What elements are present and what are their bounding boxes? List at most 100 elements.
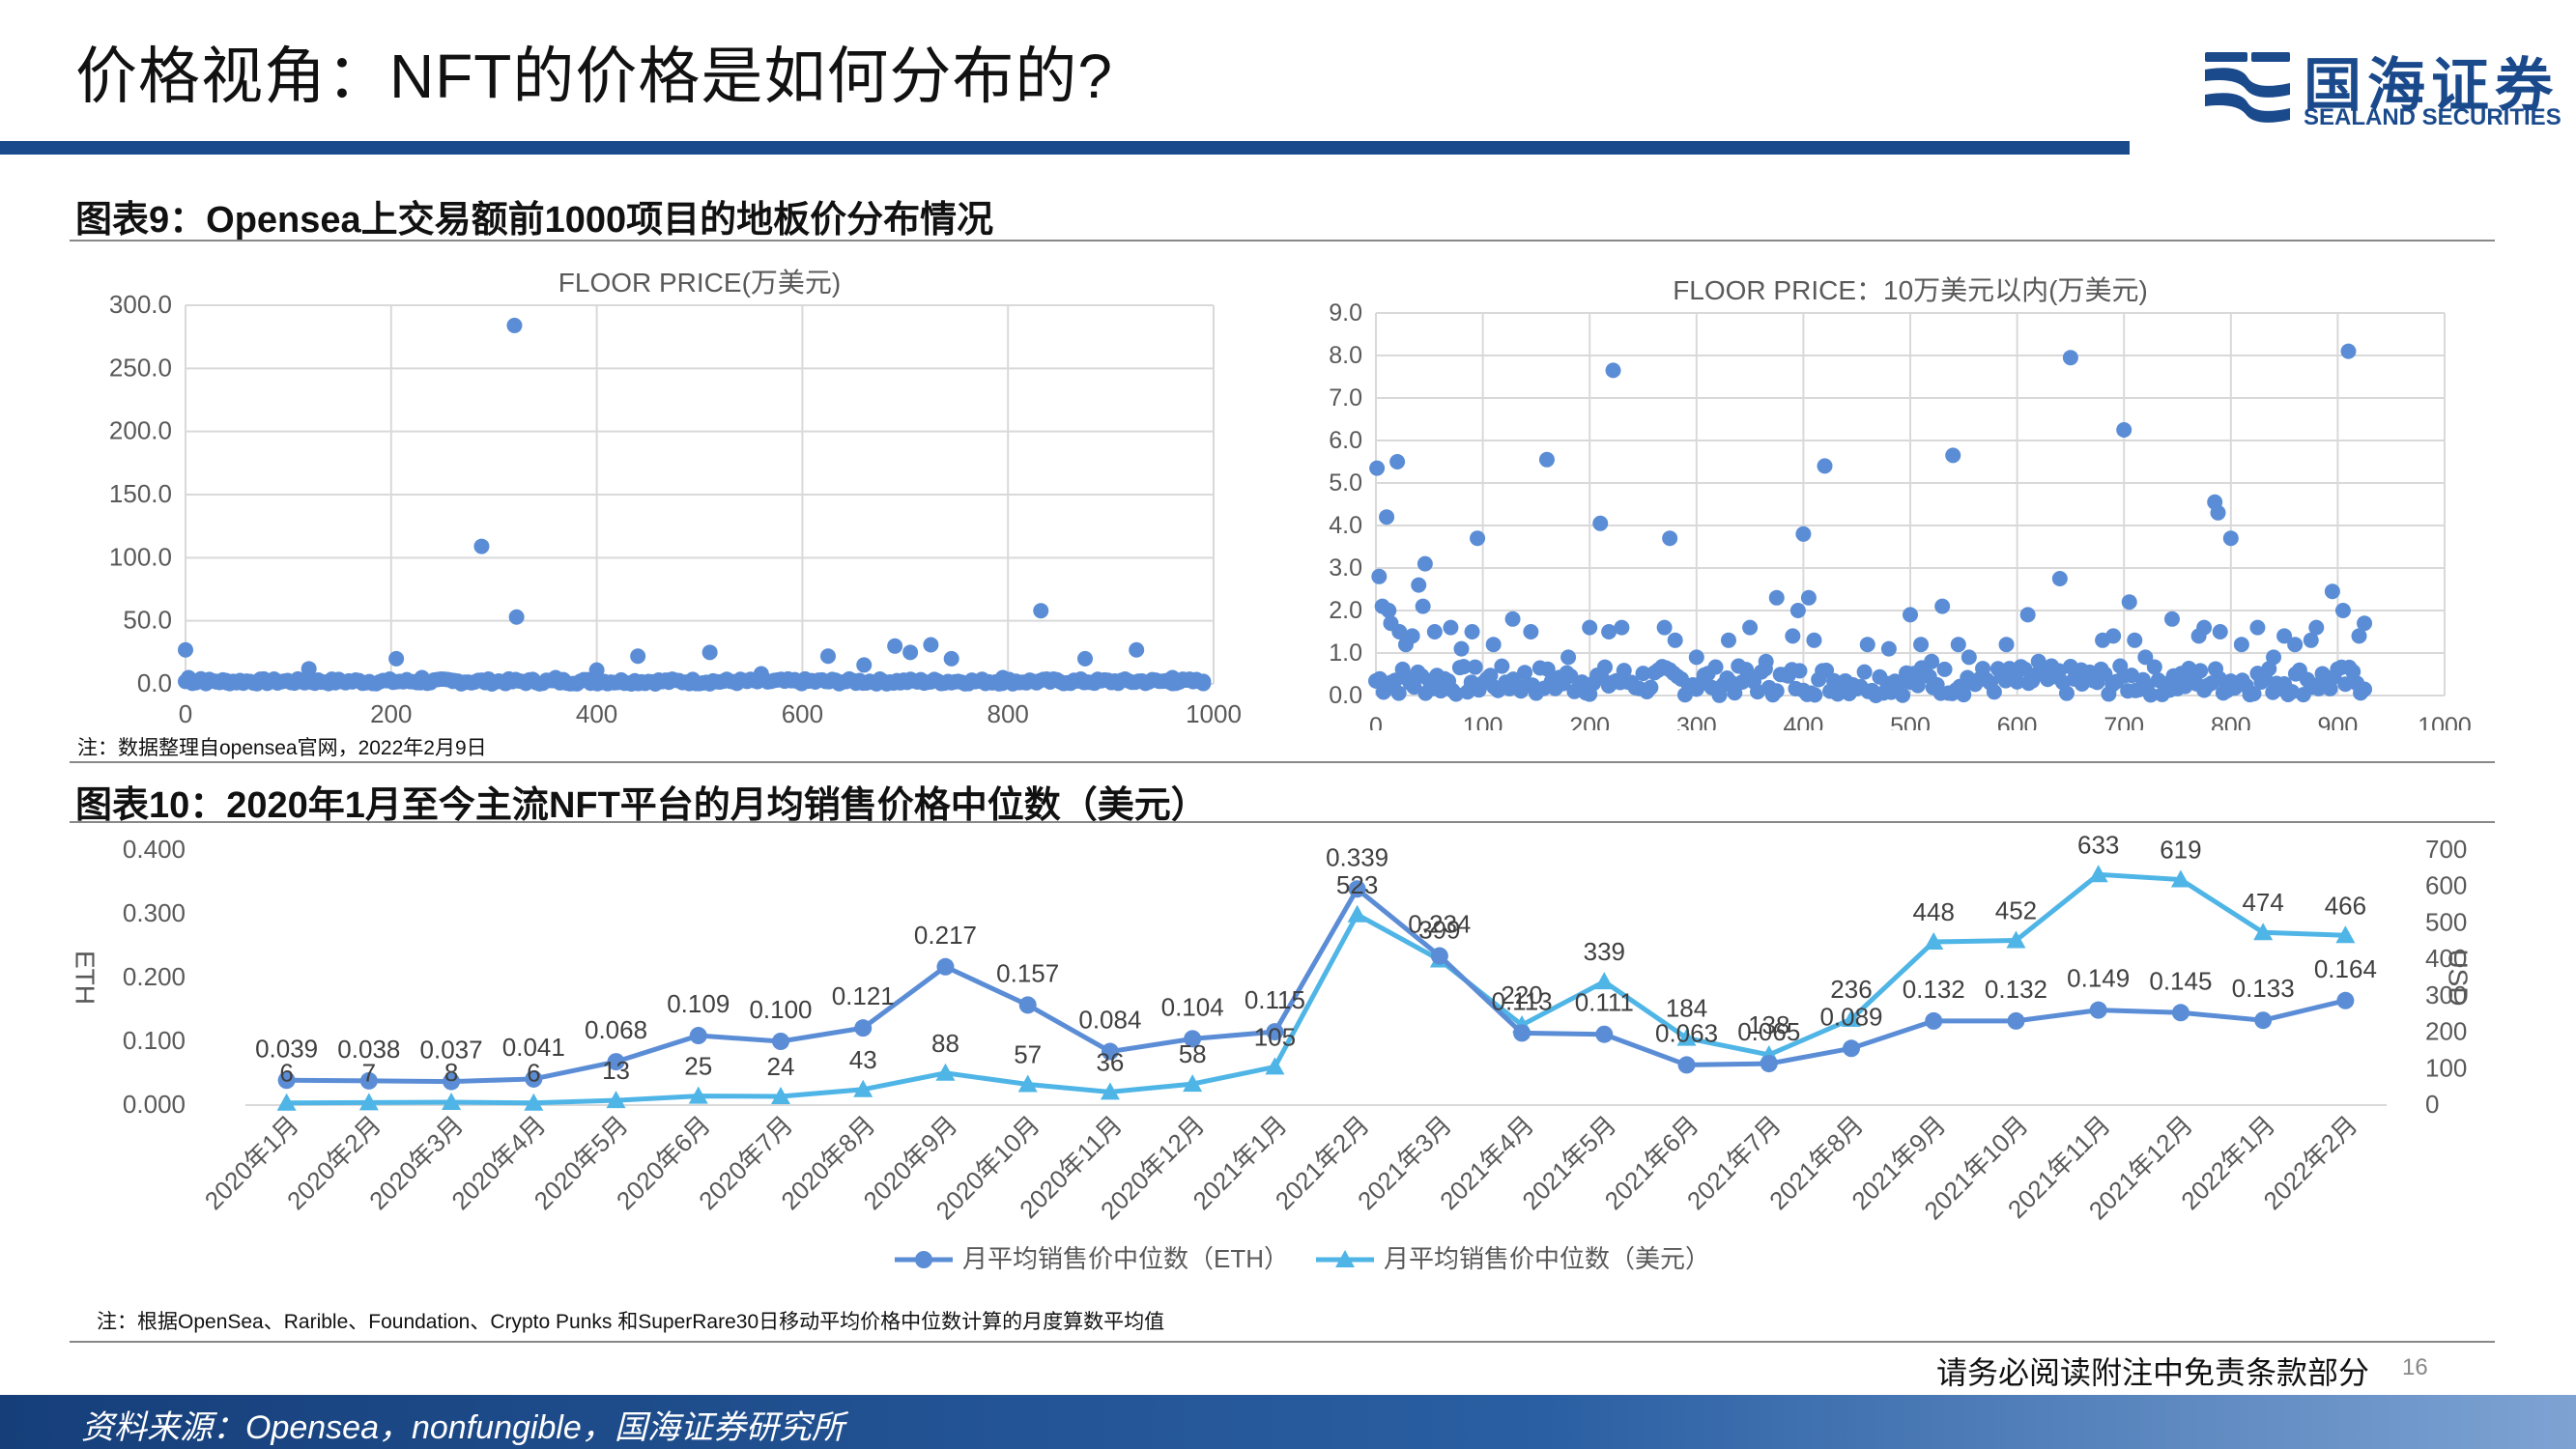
scatter-left-point [398, 672, 415, 689]
scatter-right-y-tick: 2.0 [1329, 597, 1362, 624]
scatter-right-point [2116, 422, 2132, 438]
usd-data-label: 448 [1913, 897, 1955, 926]
scatter-right-point [1934, 598, 1951, 614]
usd-data-label: 633 [2077, 830, 2119, 859]
usd-data-label: 220 [1501, 980, 1542, 1009]
scatter-right-point [1950, 637, 1966, 653]
usd-point [2335, 925, 2356, 944]
scatter-right-point [1817, 458, 1833, 474]
scatter-right-point [2127, 632, 2143, 648]
scatter-right-point [2324, 583, 2340, 600]
scatter-right-point [1417, 555, 1433, 572]
eth-point [689, 1027, 707, 1045]
usd-data-label: 13 [602, 1056, 630, 1085]
scatter-left-point [254, 672, 271, 689]
usd-data-label: 6 [279, 1059, 293, 1088]
scatter-right-point [1415, 598, 1431, 614]
scatter-left-point [856, 657, 873, 673]
usd-data-label: 474 [2242, 888, 2283, 917]
scatter-right-point [2051, 571, 2068, 586]
scatter-right-point [2210, 504, 2226, 521]
scatter-right-point [1453, 640, 1470, 657]
eth-data-label: 0.132 [1903, 975, 1965, 1004]
legend-eth-label: 月平均销售价中位数（ETH） [962, 1244, 1289, 1273]
usd-data-label: 43 [849, 1045, 877, 1074]
scatter-right-point [2337, 676, 2354, 693]
scatter-right-point [2246, 686, 2262, 702]
usd-data-label: 138 [1748, 1010, 1789, 1039]
scatter-left-point [630, 648, 646, 665]
scatter-left-point [994, 669, 1011, 686]
scatter-right-point [2142, 687, 2159, 703]
usd-point [1100, 1082, 1120, 1100]
scatter-right-point [1538, 451, 1555, 468]
scatter-right-y-tick: 3.0 [1329, 554, 1362, 582]
legend-usd-label: 月平均销售价中位数（美元） [1384, 1244, 1710, 1273]
usd-point [1347, 904, 1367, 923]
line-y2-tick: 300 [2425, 980, 2467, 1009]
scatter-right-point [1727, 685, 1743, 701]
usd-point [276, 1093, 297, 1111]
scatter-right-point [1667, 632, 1683, 648]
fig10-note: 注：根据OpenSea、Rarible、Foundation、Crypto Pu… [97, 1311, 1165, 1333]
scatter-left-point [1077, 650, 1093, 667]
eth-data-label: 0.039 [255, 1034, 318, 1063]
scatter-right-x-tick: 1000 [2418, 713, 2472, 730]
scatter-left-point [1129, 641, 1145, 658]
usd-data-label: 58 [1179, 1039, 1207, 1068]
scatter-right-point [1379, 509, 1395, 526]
fig10-heading: 图表10：2020年1月至今主流NFT平台的月均销售价格中位数（美元） [75, 785, 1208, 826]
usd-data-label: 236 [1830, 975, 1872, 1004]
usd-point [2170, 869, 2190, 888]
eth-point [2171, 1004, 2190, 1022]
line-y2-tick: 700 [2425, 835, 2467, 864]
scatter-right-point [1601, 624, 1617, 639]
eth-data-label: 0.104 [1161, 992, 1224, 1021]
scatter-right-point [2287, 637, 2304, 653]
scatter-left-x-tick: 400 [576, 699, 617, 728]
scatter-right-point [1390, 685, 1407, 701]
scatter-left-point [943, 650, 959, 667]
line-y-tick: 0.000 [123, 1090, 186, 1119]
scatter-right-point [1369, 460, 1386, 476]
eth-series-line [286, 885, 2346, 1085]
scatter-right-point [1485, 637, 1502, 653]
eth-point [1266, 1023, 1284, 1041]
eth-data-label: 0.234 [1408, 910, 1471, 939]
eth-data-label: 0.109 [667, 989, 730, 1018]
scatter-right-point [1494, 658, 1510, 674]
scatter-left-point [331, 672, 348, 689]
scatter-left-point [218, 674, 235, 691]
usd-point [935, 1063, 956, 1081]
scatter-left-y-tick: 200.0 [109, 416, 172, 445]
scatter-left-point [923, 637, 939, 653]
eth-data-label: 0.115 [1245, 985, 1305, 1014]
usd-point [2253, 923, 2274, 941]
scatter-right-point [1859, 637, 1875, 653]
scatter-right-point [1391, 624, 1408, 639]
scatter-left-point [234, 673, 250, 690]
median-price-line-chart: 0.000 0.100 0.200 0.300 0.400 0 100 200 300 400 50… [71, 830, 2474, 1273]
scatter-right-point [1791, 663, 1808, 679]
eth-data-label: 0.111 [1575, 988, 1634, 1017]
floor-price-scatter-chart: FLOOR PRICE(万美元) 0 200 400 600 800 1000 0.0 50.0… [109, 268, 1242, 728]
scatter-right-point [1597, 659, 1613, 675]
scatter-right-point [1605, 362, 1621, 379]
line-y-tick: 0.300 [123, 898, 186, 927]
scatter-left-x-tick: 1000 [1186, 699, 1242, 728]
scatter-right-point [2137, 649, 2154, 666]
scatter-right-point [2030, 653, 2046, 669]
usd-data-label: 6 [527, 1059, 540, 1088]
logo-english-text: SEALAND SECURITIES [2304, 104, 2562, 130]
legend-usd-marker [1335, 1250, 1355, 1267]
eth-data-label: 0.038 [337, 1035, 400, 1064]
scatter-right-point [1806, 632, 1822, 648]
usd-point [1265, 1057, 1285, 1075]
footer-bar [0, 1395, 2576, 1449]
usd-data-label: 57 [1014, 1040, 1042, 1069]
usd-point [1924, 932, 1944, 951]
scatter-right-point [1956, 687, 1972, 703]
scatter-right-point [1795, 526, 1812, 542]
scatter-left-y-tick: 150.0 [109, 479, 172, 508]
disclaimer-text: 请务必阅读附注中免责条款部分 [1936, 1355, 2370, 1390]
